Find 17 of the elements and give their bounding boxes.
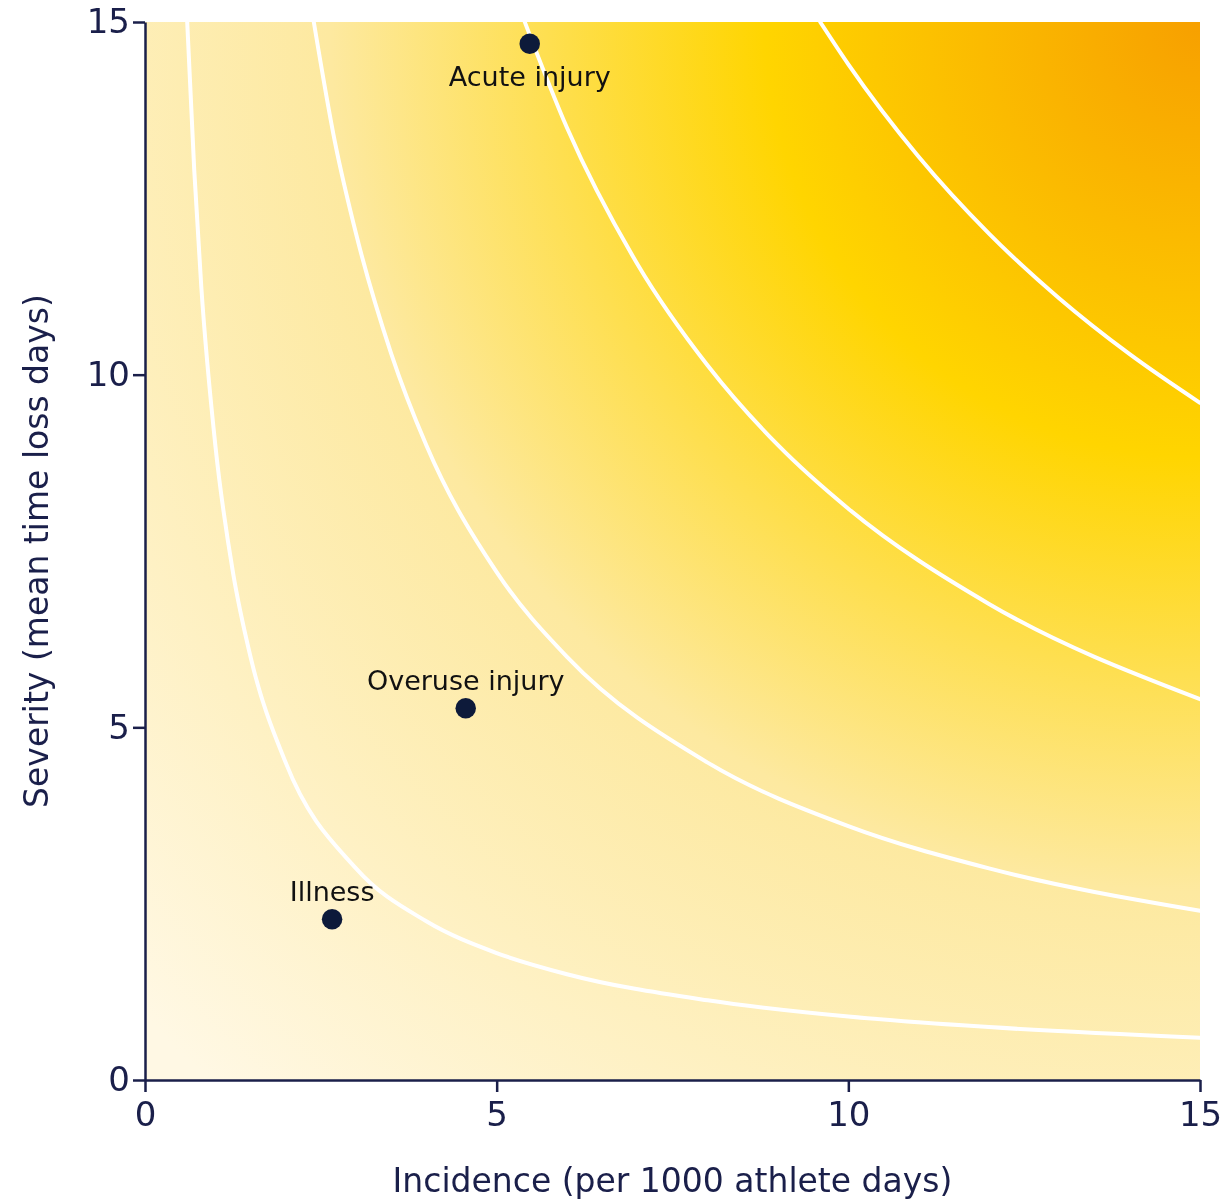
point [519,33,540,55]
line-series [185,20,1202,1040]
y-tick-label: 15 [86,1,130,42]
point [321,908,343,930]
x-axis-title: Incidence (per 1000 athlete days) [392,1161,953,1200]
x-tick-label: 0 [134,1093,157,1134]
line-series [818,20,1202,405]
y-tick-label: 5 [108,706,130,747]
y-tick-label: 0 [108,1059,130,1100]
point [455,698,476,719]
annotation: Illness [289,876,375,908]
x-tick-label: 5 [486,1093,508,1134]
x-tick-label: 10 [827,1093,871,1134]
x-tick-label: 15 [1178,1093,1223,1134]
y-axis-title: Severity (mean time loss days) [17,294,56,808]
y-tick-label: 10 [86,354,130,395]
annotation: Overuse injury [366,665,565,697]
